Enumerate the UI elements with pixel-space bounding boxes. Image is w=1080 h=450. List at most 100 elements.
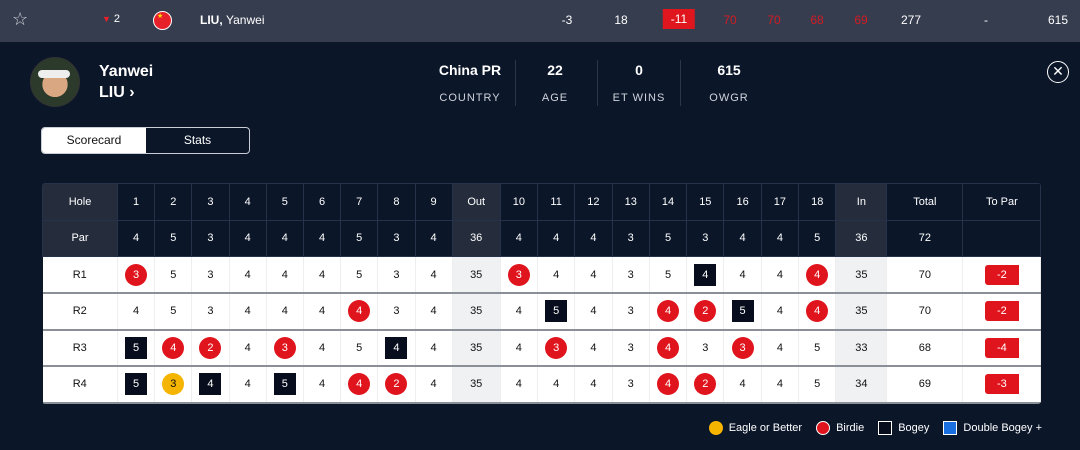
round-to-par: -2 [962, 256, 1042, 294]
round-1: 70 [723, 13, 737, 27]
score-value: 4 [739, 268, 746, 281]
bogey-marker: 5 [125, 373, 148, 396]
score-value: 4 [553, 378, 560, 391]
round-total: 68 [886, 329, 964, 367]
hole-number: 1 [116, 183, 156, 221]
bogey-marker: 5 [125, 336, 148, 359]
score-value: 4 [776, 305, 783, 318]
stat-et-wins: 0 ET WINS [612, 62, 666, 104]
score-value: 4 [776, 378, 783, 391]
hole-number: 15 [686, 183, 725, 221]
score-value: 3 [627, 305, 634, 318]
hole-score: 5 [117, 366, 156, 404]
score-value: 4 [281, 268, 288, 281]
hole-score: 3 [154, 366, 193, 404]
today-score: -3 [561, 13, 573, 27]
birdie-marker: 2 [694, 373, 717, 396]
hole-score: 3 [191, 293, 230, 331]
birdie-marker: 3 [545, 336, 568, 359]
score-value: 4 [244, 268, 251, 281]
score-value: 4 [776, 268, 783, 281]
hole-score: 4 [500, 329, 538, 367]
to-par-badge: -2 [984, 301, 1019, 322]
round-label: R2 [42, 293, 118, 331]
tab-stats[interactable]: Stats [183, 133, 212, 147]
score-value: 3 [702, 341, 709, 354]
divider [597, 60, 598, 106]
tab-scorecard[interactable]: Scorecard [42, 128, 146, 153]
round-label: R1 [42, 256, 118, 294]
hole-number: 11 [536, 183, 576, 221]
par-out: 36 [451, 219, 501, 257]
hole-par: 4 [723, 219, 762, 257]
score-value: 4 [430, 305, 437, 318]
hole-score: 4 [500, 366, 538, 404]
hole-score: 4 [303, 293, 342, 331]
hole-score: 4 [574, 256, 613, 294]
player-name[interactable]: LIU, Yanwei [200, 13, 265, 27]
score-value: 3 [393, 268, 400, 281]
hole-score: 4 [649, 293, 688, 331]
birdie-marker: 3 [273, 336, 296, 359]
round-4: 69 [854, 13, 868, 27]
to-par-badge: -3 [984, 374, 1019, 395]
hole-par: 5 [154, 219, 193, 257]
hole-score: 4 [686, 256, 725, 294]
hole-number: 18 [798, 183, 837, 221]
hole-par: 4 [302, 219, 342, 257]
hole-number: 4 [228, 183, 267, 221]
close-icon[interactable]: ✕ [1047, 61, 1069, 83]
hole-par: 3 [191, 219, 230, 257]
hole-par: 4 [574, 219, 613, 257]
hole-score: 5 [723, 293, 762, 331]
score-value: 4 [776, 341, 783, 354]
bogey-swatch-icon [878, 421, 893, 435]
score-value: 4 [318, 341, 326, 354]
hole-score: 4 [303, 256, 342, 294]
chevron-right-icon: › [129, 84, 135, 101]
player-first-name: Yanwei [99, 63, 154, 80]
hole-score: 5 [266, 366, 304, 404]
round-in: 35 [835, 256, 888, 294]
hole-score: 4 [229, 293, 267, 331]
hole-score: 4 [415, 256, 453, 294]
birdie-marker: 4 [348, 300, 371, 323]
divider [680, 60, 681, 106]
round-in: 34 [835, 366, 888, 404]
player-profile-link[interactable]: LIU › [99, 84, 135, 101]
birdie-marker: 2 [694, 300, 717, 323]
hole-score: 4 [723, 366, 762, 404]
score-value: 4 [133, 305, 140, 318]
round-out: 35 [452, 293, 501, 331]
score-value: 5 [814, 341, 821, 354]
hole-score: 4 [649, 329, 688, 367]
score-value: 5 [170, 268, 177, 281]
player-avatar [30, 57, 80, 107]
birdie-marker: 2 [385, 373, 408, 396]
score-value: 5 [814, 378, 821, 391]
hole-number: 6 [302, 183, 342, 221]
favorite-star-icon[interactable]: ☆ [12, 9, 29, 29]
hole-score: 4 [500, 293, 538, 331]
hole-score: 4 [761, 366, 800, 404]
hole-score: 4 [266, 256, 304, 294]
hole-score: 5 [340, 256, 379, 294]
round-out: 35 [452, 366, 501, 404]
hole-number: 7 [340, 183, 379, 221]
round-out: 35 [452, 329, 501, 367]
hole-number: 10 [499, 183, 538, 221]
eagle-swatch-icon [708, 421, 723, 435]
hole-header-row: Hole 1 2 3 4 5 6 7 8 9 Out 10 11 12 13 14 15 16 17 18 In Tota… [42, 183, 1042, 221]
hole-score: 5 [537, 293, 576, 331]
score-value: 4 [590, 378, 597, 391]
leaderboard-row[interactable]: ☆ ▼ 2 ★ LIU, Yanwei -3 18 -11 70 70 68 69… [0, 0, 1080, 42]
hole-score: 4 [415, 293, 453, 331]
score-value: 4 [244, 378, 251, 391]
hole-par: 4 [499, 219, 538, 257]
hole-par: 4 [228, 219, 267, 257]
score-value: 3 [207, 305, 214, 318]
hole-score: 3 [612, 293, 650, 331]
hole-score: 4 [798, 293, 837, 331]
birdie-marker: 4 [806, 300, 829, 323]
to-par-badge: -11 [662, 9, 696, 29]
